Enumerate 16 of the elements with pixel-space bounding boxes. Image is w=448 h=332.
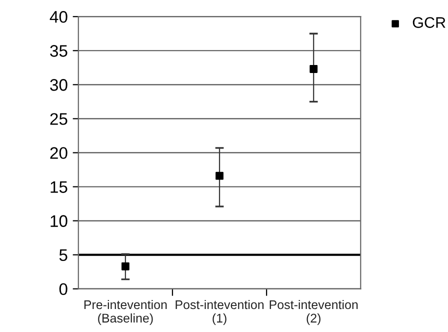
y-tick-label: 15: [50, 181, 68, 193]
x-tick-label: Post-intevention (2): [270, 300, 358, 326]
y-tick-label: 30: [50, 79, 68, 91]
x-tick-label: Post-intevention (1): [176, 300, 264, 326]
y-tick-label: 35: [50, 45, 68, 57]
x-tick-label: Pre-intevention (Baseline): [84, 300, 167, 326]
legend-label: GCR: [412, 17, 446, 28]
y-tick-label: 0: [59, 283, 68, 296]
y-tick-label: 40: [50, 11, 68, 23]
point: [310, 65, 318, 73]
point: [121, 262, 130, 270]
y-tick-label: 25: [50, 113, 68, 125]
point: [216, 172, 224, 180]
y-tick-label: 5: [59, 249, 68, 262]
y-tick-label: 20: [50, 147, 68, 159]
y-tick-label: 10: [50, 215, 68, 227]
